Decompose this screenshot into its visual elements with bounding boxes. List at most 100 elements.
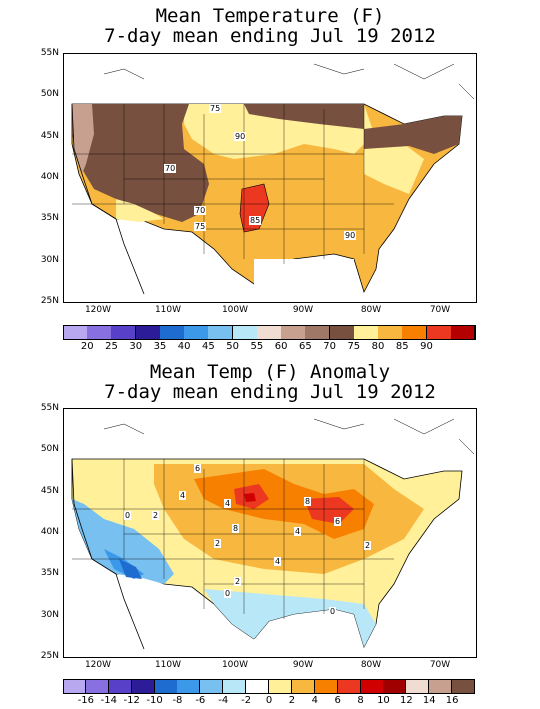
longitude-label: 110W xyxy=(154,660,182,670)
panel1-region-65-coast xyxy=(72,104,94,174)
panel1-region-80s-east xyxy=(364,144,424,194)
contour-value-label: 6 xyxy=(334,517,342,526)
colorbar-label: -6 xyxy=(195,695,206,706)
contour-value-label: 2 xyxy=(364,541,372,550)
contour-value-label: 70 xyxy=(194,206,207,215)
longitude-label: 90W xyxy=(292,305,314,315)
colorbar-label: 35 xyxy=(153,341,167,352)
colorbar-swatch xyxy=(246,679,270,694)
colorbar-swatch xyxy=(223,679,247,694)
contour-value-label: 4 xyxy=(294,527,302,536)
panel2-region-cool-south xyxy=(204,589,376,647)
panel2-state-lines xyxy=(72,459,394,619)
contour-value-label: 4 xyxy=(224,499,232,508)
colorbar-swatch xyxy=(85,679,109,694)
colorbar-label: -2 xyxy=(241,695,252,706)
colorbar-label: -4 xyxy=(218,695,229,706)
panel2-colorbar xyxy=(63,679,476,694)
panel1-canada-coast xyxy=(103,63,475,100)
longitude-label: 70W xyxy=(429,305,451,315)
colorbar-label: 50 xyxy=(226,341,239,352)
panel1-temperature-map: 75 90 70 70 75 85 90 xyxy=(63,53,477,303)
latitude-label: 50N xyxy=(40,444,59,455)
contour-value-label: 0 xyxy=(124,511,132,520)
longitude-label: 80W xyxy=(360,305,382,315)
colorbar-label: 25 xyxy=(105,341,118,352)
contour-value-label: 70 xyxy=(164,164,177,173)
colorbar-label: 14 xyxy=(422,695,436,706)
colorbar-swatch xyxy=(177,679,201,694)
colorbar-label: 16 xyxy=(445,695,459,706)
contour-value-label: 0 xyxy=(224,589,232,598)
longitude-label: 120W xyxy=(84,305,112,315)
colorbar-label: 65 xyxy=(298,341,312,352)
panel1-region-70s-west xyxy=(72,104,209,222)
contour-value-label: 90 xyxy=(234,132,247,141)
panel1-region-70s-north xyxy=(244,104,364,129)
colorbar-label: -8 xyxy=(172,695,183,706)
colorbar-label: 40 xyxy=(177,341,191,352)
colorbar-swatch xyxy=(108,679,132,694)
colorbar-label: 12 xyxy=(399,695,413,706)
panel2-map-svg xyxy=(71,418,475,657)
colorbar-swatch xyxy=(314,679,338,694)
colorbar-label: 80 xyxy=(371,341,385,352)
panel2-region-cold-west-core xyxy=(119,559,142,579)
latitude-label: 30N xyxy=(40,254,59,265)
colorbar-swatch xyxy=(406,679,430,694)
longitude-label: 70W xyxy=(429,660,451,670)
panel1-region-80s-sw xyxy=(116,199,164,222)
colorbar-label: 2 xyxy=(288,695,296,706)
contour-value-label: 90 xyxy=(344,231,357,240)
colorbar-label: 60 xyxy=(274,341,288,352)
panel1-colorbar xyxy=(63,325,476,340)
contour-value-label: 8 xyxy=(304,497,312,506)
panel2-ocean-south xyxy=(254,639,344,657)
colorbar-swatch xyxy=(269,679,292,694)
colorbar-frame xyxy=(63,679,475,694)
longitude-label: 90W xyxy=(292,660,314,670)
latitude-label: 45N xyxy=(40,130,59,141)
contour-value-label: 8 xyxy=(232,524,240,533)
latitude-label: 45N xyxy=(40,485,59,496)
colorbar-label: 4 xyxy=(311,695,318,706)
colorbar-label: 30 xyxy=(129,341,143,352)
colorbar-label: 0 xyxy=(265,695,273,706)
colorbar-swatch xyxy=(200,679,224,694)
latitude-label: 35N xyxy=(40,568,59,579)
longitude-label: 100W xyxy=(221,660,249,670)
contour-value-label: 6 xyxy=(194,464,202,473)
contour-value-label: 4 xyxy=(179,491,187,500)
colorbar-label: 70 xyxy=(323,341,336,352)
latitude-label: 55N xyxy=(40,48,59,58)
panel2-canada-coast xyxy=(103,418,475,455)
colorbar-label: 10 xyxy=(377,695,390,706)
contour-value-label: 85 xyxy=(249,216,262,225)
panel1-map-svg xyxy=(71,63,475,302)
colorbar-label: -12 xyxy=(123,695,140,706)
colorbar-label: 6 xyxy=(334,695,341,706)
panel2-coastline-west xyxy=(71,458,145,650)
latitude-label: 50N xyxy=(40,89,59,100)
colorbar-label: 85 xyxy=(395,341,409,352)
contour-value-label: 75 xyxy=(194,222,207,231)
latitude-label: 25N xyxy=(40,296,59,306)
colorbar-swatch xyxy=(383,679,407,694)
contour-value-label: 2 xyxy=(214,539,222,548)
latitude-label: 25N xyxy=(40,651,59,661)
panel2-region-peak xyxy=(244,493,256,502)
latitude-label: 30N xyxy=(40,609,59,620)
panel2-title-line2: 7-day mean ending Jul 19 2012 xyxy=(104,381,436,403)
panel1-title-line1: Mean Temperature (F) xyxy=(155,5,385,27)
latitude-label: 40N xyxy=(40,172,59,182)
contour-value-label: 2 xyxy=(234,577,242,586)
latitude-label: 35N xyxy=(40,213,59,224)
panel2-region-max-east xyxy=(304,497,354,524)
latitude-label: 55N xyxy=(40,403,59,413)
panel1-coastline-west xyxy=(71,103,145,295)
colorbar-label: 90 xyxy=(420,341,433,352)
panel2-title-line1: Mean Temp (F) Anomaly xyxy=(149,361,391,383)
colorbar-label: 75 xyxy=(347,341,361,352)
colorbar-swatch xyxy=(291,679,315,694)
